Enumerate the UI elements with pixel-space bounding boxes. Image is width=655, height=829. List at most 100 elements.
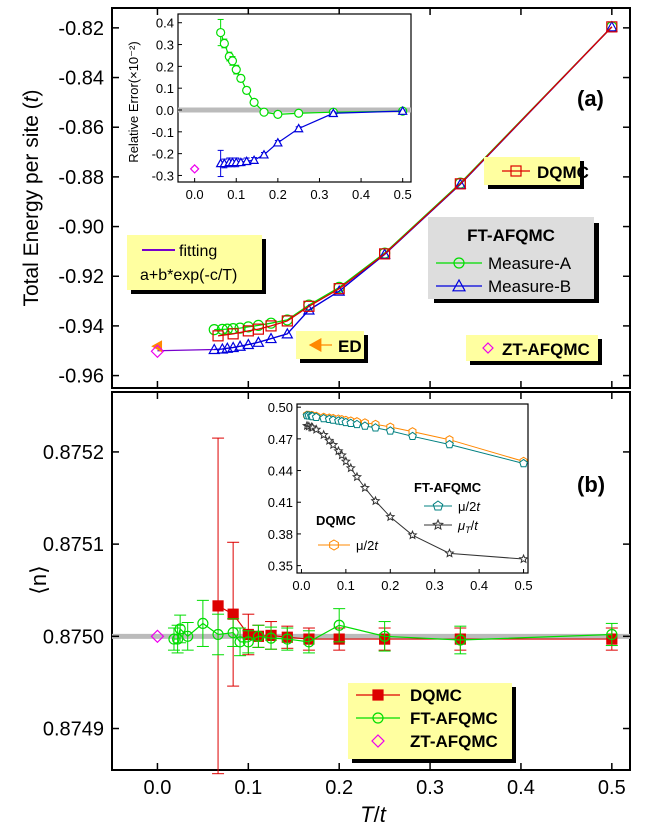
point-b-FT-AFQMC [172,633,184,645]
point-DQMC [252,323,265,335]
inset-point-ZT-AFQMC [189,164,200,174]
point-Measure-B [252,336,265,347]
inset-point-b-star [407,529,418,540]
inset-point-Measure-B [397,105,408,115]
point-b-FT-AFQMC [174,623,186,635]
inset-point-b-pentagon [346,418,356,427]
inset-point-b-pentagon [445,439,454,449]
point-DQMC [454,178,466,190]
inset-y-tick-label-a: 0.4 [156,16,174,31]
inset-y-tick-label-b: 0.44 [268,464,293,479]
legend-fit-a [127,235,262,290]
point-b-DQMC [227,608,239,620]
point-b-FT-AFQMC [182,630,194,642]
point-b-FT-AFQMC [606,628,618,641]
inset-x-tick-label-b: 0.2 [381,578,399,593]
y-axis-label-a: Total Energy per site (t) [20,89,43,306]
legend-zt-marker [482,342,494,354]
point-DQMC [212,330,224,342]
inset-legend-ft-item2: μT/t [457,518,479,535]
legend-b-zt-label: ZT-AFQMC [410,732,498,751]
inset-legend-ft-item1: μ/2t [458,499,481,514]
inset-point-b-star [318,429,329,440]
point-DQMC [333,283,345,295]
point-Measure-B [302,303,315,315]
point-DQMC [227,328,239,340]
point-Measure-B [265,332,278,344]
x-tick-label-b: 0.5 [598,777,626,799]
inset-point-Measure-B [272,137,283,147]
inset-point-b-star [328,439,339,450]
inset-legend-dqmc-item: μ/2t [356,538,379,553]
inset-point-b-star [385,511,396,522]
x-tick-label-b: 0.4 [507,777,535,799]
legend-measure-b-marker [451,278,467,292]
y-axis-label-b: ⟨n⟩ [26,565,51,594]
inset-x-tick-label-a: 0.3 [310,187,328,202]
legend-b-zt-marker [371,734,385,748]
legend-b-ft-marker [372,712,384,724]
inset-point-b-pentagon [371,423,380,432]
point-b-FT-AFQMC [197,617,209,630]
point-Measure-B [242,338,255,350]
x-tick-label-b: 0.2 [325,777,353,799]
point-b-FT-AFQMC [265,632,277,644]
point-b-FT-AFQMC [227,627,239,639]
panel-label-b: (b) [577,472,605,497]
legend-b-dqmc-marker [372,689,384,701]
point-Measure-B [208,343,221,355]
point-DQMC [379,248,391,260]
point-b-FT-AFQMC [281,633,293,645]
inset-point-b-star [336,449,347,460]
inset-x-tick-label-b: 0.4 [470,578,488,593]
inset-y-tick-label-b: 0.35 [268,559,293,574]
inset-y-tick-label-b: 0.50 [268,400,293,415]
inset-point-Measure-A [249,97,259,107]
point-b-FT-AFQMC [234,636,246,648]
point-b-DQMC [212,600,224,612]
inset-frame-a [177,13,412,183]
legend-fit-formula: a+b*exp(-c/T) [140,267,237,284]
inset-point-Measure-A [227,56,238,66]
inset-point-Measure-B [328,108,339,118]
inset-point-b-pentagon [360,421,370,430]
inset-point-Measure-B [241,156,252,166]
inset-x-tick-label-a: 0.5 [394,187,412,202]
point-b-FT-AFQMC [168,633,180,645]
inset-x-tick-label-a: 0.2 [269,187,287,202]
inset-point-Measure-A [259,107,269,117]
y-tick-label-b: 0.8752 [43,442,104,464]
legend-dqmc-label: DQMC [537,163,589,182]
y-tick-label-a: -0.84 [58,68,104,90]
plot-frame-b [111,391,631,771]
point-b-ZT-AFQMC [150,629,165,644]
inset-y-tick-label-b: 0.47 [268,432,293,447]
inset-x-tick-label-b: 0.5 [515,578,533,593]
point-b-FT-AFQMC [242,636,254,648]
point-DQMC [265,320,277,332]
legend-measure-a-label: Measure-A [488,254,572,273]
point-ZT-AFQMC [150,344,165,359]
inset-point-b-star [345,462,356,473]
legend-measure-a-marker [453,257,465,269]
panel-b: 0.8749 0.8750 0.8751 0.8752 0.0 0.1 0.2 0.3 0.4 0… [26,391,631,827]
point-Measure-B [234,340,247,351]
y-tick-label-a: -0.92 [58,266,104,288]
inset-point-b-pentagon [408,431,417,441]
inset-point-b-star [370,495,381,506]
inset-point-b-star [351,471,363,482]
x-tick-label-b: 0.0 [144,777,172,799]
inset-x-tick-label-b: 0.0 [292,578,310,593]
inset-point-b-star [333,445,344,456]
y-tick-label-b: 0.8751 [43,534,104,556]
inset-point-Measure-B [293,123,304,133]
x-tick-label-b: 0.1 [234,777,262,799]
inset-point-b-star [359,482,370,493]
inset-point-b-star [518,553,529,564]
legend-b-ft-label: FT-AFQMC [410,709,498,728]
legend-zt-label: ZT-AFQMC [502,340,590,359]
point-b-FT-AFQMC [252,630,265,642]
inset-y-tick-label-b: 0.41 [268,495,293,510]
legend-b-dqmc-label: DQMC [410,686,462,705]
inset-y-axis-label-a: Relative Error(×10⁻²) [126,41,141,162]
